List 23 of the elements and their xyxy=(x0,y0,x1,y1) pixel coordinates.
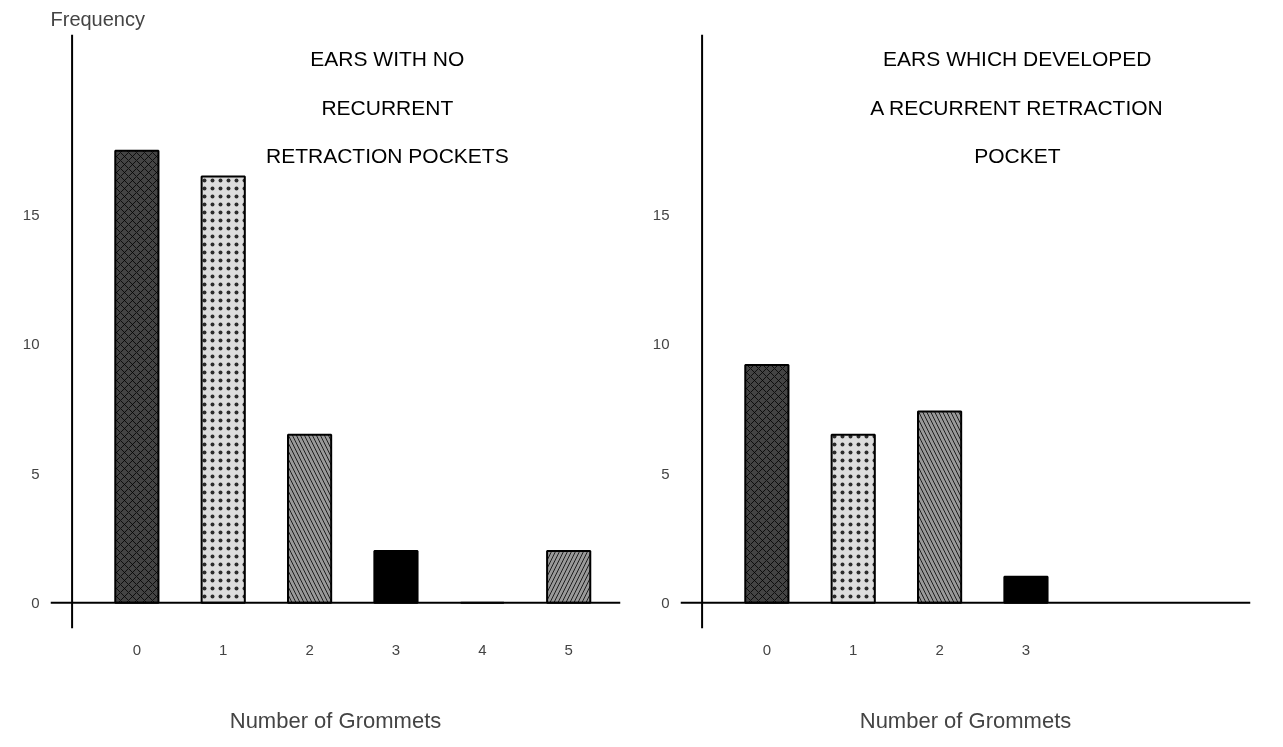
x-tick-label: 0 xyxy=(132,640,142,658)
y-tick-label: 0 xyxy=(661,593,670,611)
y-tick-label: 10 xyxy=(652,335,670,353)
chart-title: EARS WITH NO RECURRENT RETRACTION POCKETS xyxy=(265,47,509,168)
y-tick-label: 5 xyxy=(661,464,670,482)
x-tick-label: 4 xyxy=(478,640,487,658)
x-tick-label: 2 xyxy=(935,640,944,658)
x-tick-label: 5 xyxy=(564,640,573,658)
y-tick-label: 10 xyxy=(22,335,40,353)
x-axis-title: Number of Grommets xyxy=(859,707,1072,733)
y-axis-title: Frequency xyxy=(50,7,145,30)
x-tick-label: 3 xyxy=(391,640,401,658)
y-tick-label: 0 xyxy=(31,593,40,611)
y-tick-label: 15 xyxy=(652,206,670,224)
x-tick-label: 2 xyxy=(305,640,314,658)
x-tick-label: 1 xyxy=(849,640,858,658)
x-axis-title: Number of Grommets xyxy=(229,707,442,733)
x-tick-label: 1 xyxy=(219,640,228,658)
chart-title: EARS WHICH DEVELOPED A RECURRENT RETRACTION POCKET xyxy=(870,47,1163,168)
y-tick-label: 5 xyxy=(31,464,40,482)
y-tick-label: 15 xyxy=(22,206,40,224)
x-tick-label: 0 xyxy=(762,640,772,658)
x-tick-label: 3 xyxy=(1021,640,1031,658)
